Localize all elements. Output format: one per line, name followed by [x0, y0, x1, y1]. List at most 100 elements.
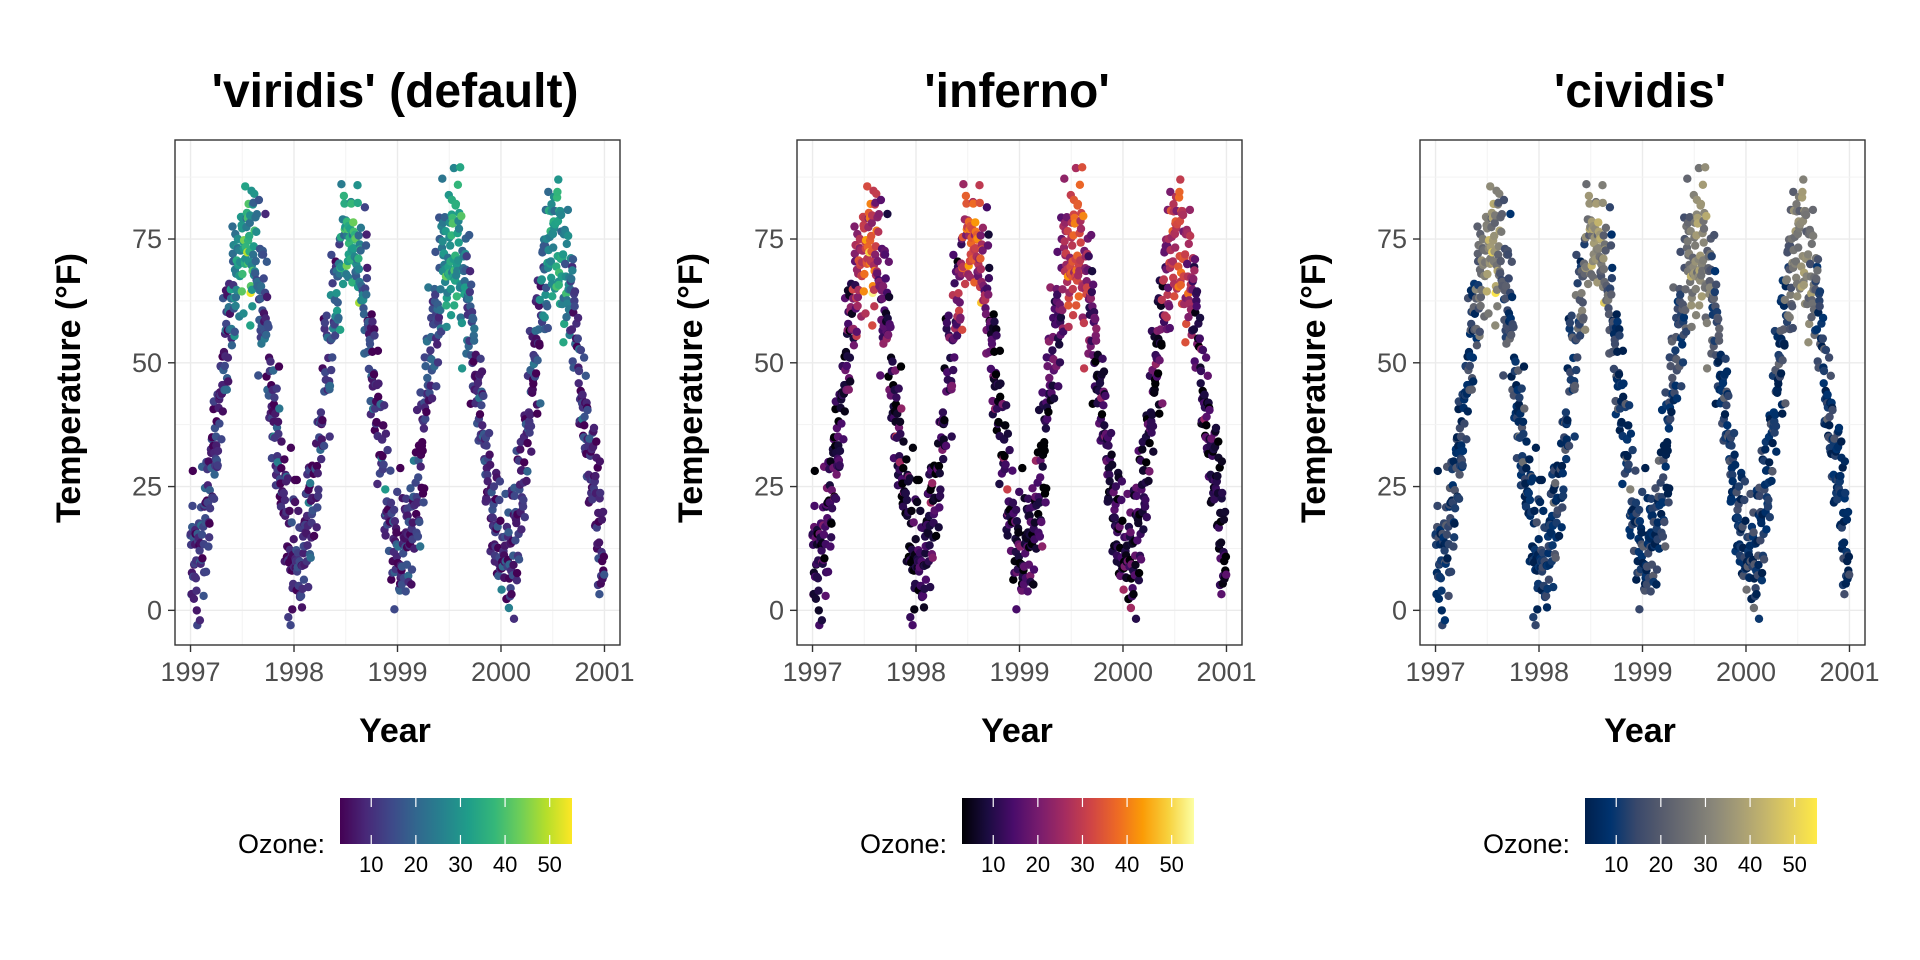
- data-point: [817, 616, 827, 625]
- data-point: [912, 497, 922, 507]
- data-point: [564, 231, 573, 241]
- data-point: [483, 470, 492, 480]
- x-tick-label: 2000: [1093, 657, 1153, 687]
- data-point: [1557, 523, 1566, 532]
- data-point: [1001, 460, 1010, 469]
- data-point: [1804, 338, 1813, 347]
- data-point: [558, 250, 568, 259]
- data-point: [262, 292, 272, 302]
- data-point: [928, 553, 937, 562]
- data-point: [1791, 257, 1801, 266]
- data-point: [389, 505, 399, 515]
- data-point: [1658, 498, 1667, 507]
- data-point: [1095, 378, 1105, 388]
- colorbar-tick-label: 40: [1738, 852, 1762, 877]
- data-point: [462, 252, 471, 261]
- data-point: [1601, 223, 1611, 232]
- data-point: [1158, 399, 1167, 408]
- data-point: [1519, 429, 1528, 439]
- data-point: [478, 421, 487, 430]
- data-point: [525, 428, 534, 437]
- data-point: [452, 292, 461, 301]
- data-point: [469, 357, 478, 366]
- data-point: [431, 290, 440, 299]
- data-point: [454, 224, 464, 233]
- data-point: [1476, 301, 1485, 311]
- data-point: [1110, 513, 1120, 522]
- data-point: [861, 309, 870, 318]
- data-point: [205, 504, 215, 513]
- y-tick-label: 25: [132, 472, 162, 502]
- data-point: [940, 416, 949, 425]
- data-point: [188, 466, 197, 476]
- data-point: [935, 503, 944, 512]
- data-point: [1490, 231, 1499, 241]
- data-point: [250, 189, 259, 198]
- data-point: [935, 469, 944, 478]
- data-point: [299, 575, 309, 584]
- data-point: [554, 280, 563, 290]
- data-point: [280, 455, 289, 464]
- data-point: [1844, 552, 1854, 561]
- x-tick-label: 2000: [1716, 657, 1776, 687]
- data-point: [1759, 555, 1769, 564]
- data-point: [1450, 533, 1459, 542]
- data-point: [1837, 437, 1846, 446]
- data-point: [1642, 580, 1652, 589]
- data-point: [454, 238, 463, 247]
- data-point: [1086, 294, 1096, 303]
- data-point: [223, 353, 233, 362]
- data-point: [303, 541, 312, 550]
- data-point: [252, 210, 262, 219]
- data-point: [373, 346, 383, 355]
- data-point: [1126, 603, 1136, 613]
- data-point: [374, 379, 383, 388]
- data-point: [819, 530, 829, 539]
- data-point: [450, 301, 459, 310]
- legend-colorbar: 10 20 30 40 50: [962, 798, 1194, 877]
- data-point: [1217, 590, 1226, 599]
- data-point: [347, 199, 356, 208]
- data-point: [1825, 421, 1834, 430]
- data-point: [1524, 488, 1534, 498]
- data-point: [254, 195, 264, 205]
- data-point: [325, 432, 334, 441]
- data-point: [1465, 361, 1475, 371]
- data-points: [186, 163, 609, 630]
- data-point: [535, 295, 544, 305]
- x-tick-label: 2001: [574, 657, 634, 687]
- data-point: [526, 410, 535, 419]
- data-point: [266, 357, 275, 366]
- data-point: [1008, 466, 1017, 475]
- data-point: [337, 180, 346, 189]
- data-point: [1757, 576, 1767, 585]
- data-point: [1198, 345, 1208, 355]
- data-point: [562, 239, 571, 249]
- data-point: [591, 471, 600, 481]
- data-point: [1525, 455, 1534, 464]
- data-point: [399, 549, 408, 558]
- data-point: [373, 479, 382, 489]
- data-point: [1024, 494, 1033, 503]
- data-point: [1558, 469, 1568, 478]
- data-point: [289, 535, 298, 544]
- data-point: [509, 614, 519, 623]
- data-point: [870, 302, 879, 311]
- data-point: [306, 553, 315, 562]
- data-point: [514, 555, 524, 564]
- data-point: [420, 484, 429, 493]
- data-point: [1665, 484, 1674, 493]
- data-point: [1185, 205, 1195, 215]
- data-point: [1770, 428, 1779, 437]
- data-point: [489, 482, 499, 491]
- x-tick-label: 1997: [160, 657, 220, 687]
- data-point: [1463, 407, 1473, 416]
- data-point: [245, 231, 254, 241]
- data-point: [1458, 446, 1468, 456]
- data-point: [421, 414, 430, 424]
- data-point: [442, 301, 451, 310]
- data-point: [286, 621, 295, 630]
- y-tick-label: 50: [132, 348, 162, 378]
- data-point: [1073, 199, 1083, 209]
- data-point: [935, 491, 945, 501]
